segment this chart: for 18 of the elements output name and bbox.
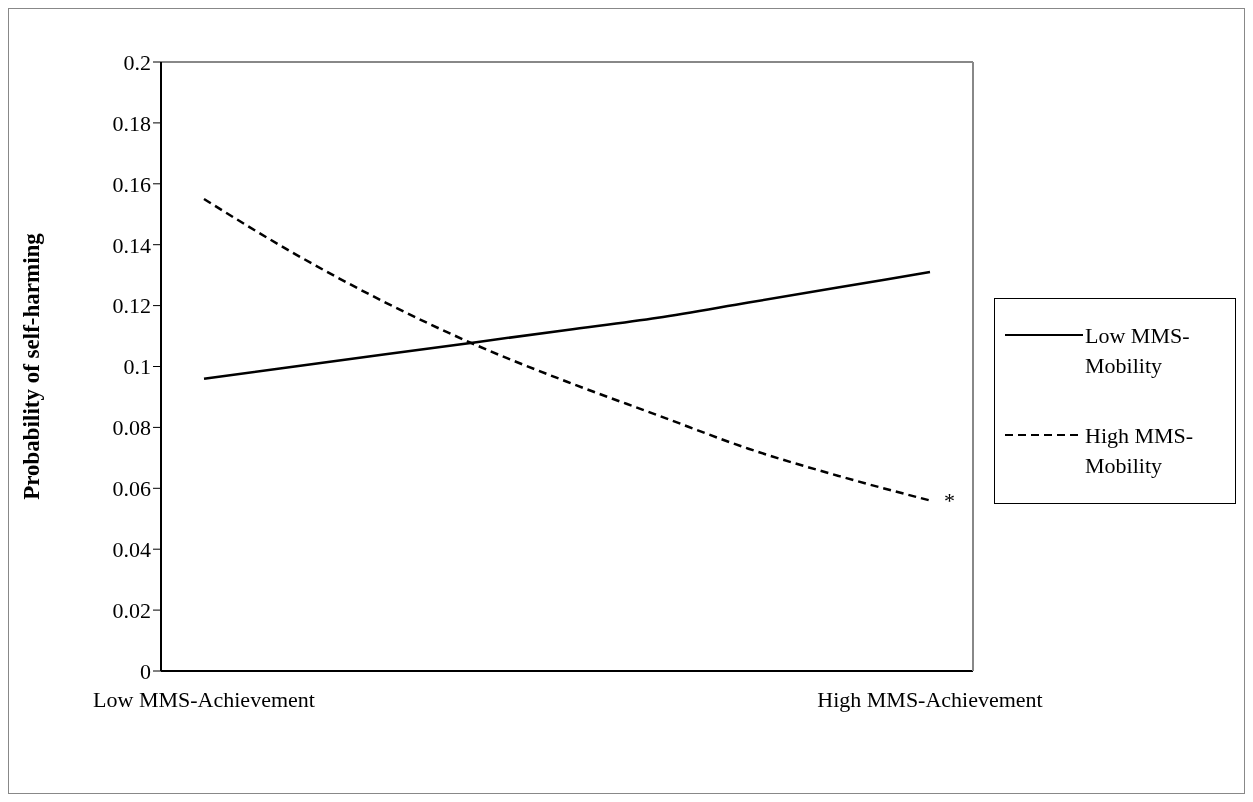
legend-label: High MMS-Mobility — [1085, 422, 1195, 480]
y-tick-label: 0 — [140, 658, 151, 684]
y-tick-label: 0.18 — [112, 110, 151, 136]
x-tick-label: High MMS-Achievement — [817, 686, 1043, 712]
y-tick-label: 0.12 — [112, 293, 151, 319]
y-tick-label: 0.14 — [112, 232, 151, 258]
y-axis-title: Probability of self-harming — [19, 232, 45, 500]
x-tick-label: Low MMS-Achievement — [93, 686, 315, 712]
y-tick-label: 0.06 — [112, 476, 151, 502]
legend-label: Low MMS-Mobility — [1085, 322, 1191, 380]
y-tick-label: 0.2 — [123, 49, 151, 75]
y-tick-label: 0.16 — [112, 171, 151, 197]
y-tick-label: 0.08 — [112, 415, 151, 441]
y-tick-label: 0.04 — [112, 537, 151, 563]
y-tick-label: 0.02 — [112, 597, 151, 623]
line-series — [202, 197, 932, 502]
y-tick-label: 0.1 — [123, 354, 151, 380]
annotation: * — [944, 488, 955, 514]
